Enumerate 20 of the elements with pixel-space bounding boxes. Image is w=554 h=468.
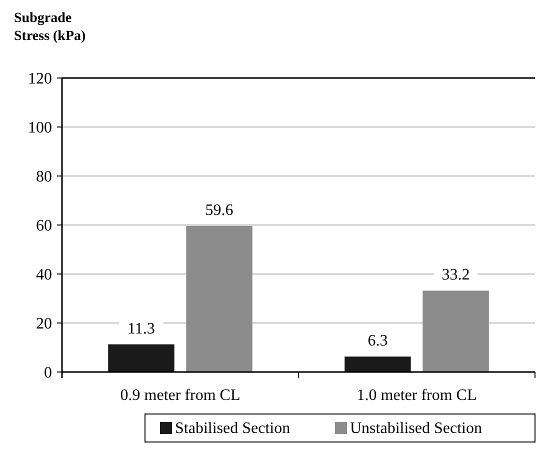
y-tick-label: 40 (36, 266, 52, 284)
x-tick-label: 1.0 meter from CL (356, 387, 477, 404)
data-label: 11.3 (128, 320, 155, 338)
y-tick-label: 120 (28, 70, 52, 88)
data-label: 6.3 (368, 332, 388, 350)
bar (422, 290, 489, 372)
y-axis-title: Subgrade Stress (kPa) (14, 11, 86, 44)
y-tick-label: 80 (36, 168, 52, 186)
legend-label: Stabilised Section (175, 420, 290, 437)
data-label: 33.2 (442, 266, 470, 284)
y-tick-label: 20 (36, 316, 52, 333)
y-tick-label: 60 (36, 218, 52, 235)
y-tick-label: 0 (44, 364, 52, 382)
data-label: 59.6 (205, 202, 234, 219)
y-tick-label: 100 (28, 120, 52, 137)
legend-label: Unstabilised Section (350, 420, 482, 437)
bar (108, 344, 174, 372)
bar (186, 226, 252, 372)
bar (344, 356, 411, 372)
x-tick-label: 0.9 meter from CL (120, 387, 240, 404)
